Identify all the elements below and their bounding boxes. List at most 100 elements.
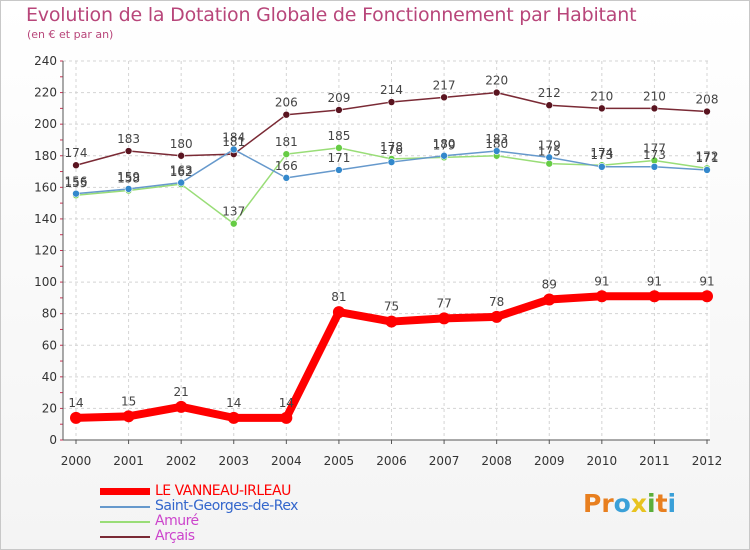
data-label-arcais: 220 — [485, 74, 508, 88]
y-tick-label: 0 — [49, 433, 57, 447]
data-point-saint-georges-de-rex — [229, 145, 238, 154]
data-point-arcais — [387, 98, 396, 106]
data-point-saint-georges-de-rex — [282, 174, 291, 182]
data-point-le-vanneau-irleau — [490, 310, 503, 323]
y-tick-label: 60 — [42, 338, 57, 352]
data-label-amure: 172 — [696, 149, 719, 163]
data-label-amure: 137 — [222, 205, 245, 219]
legend-swatch — [100, 506, 150, 508]
data-point-le-vanneau-irleau — [701, 290, 713, 303]
legend-label: LE VANNEAU-IRLEAU — [155, 483, 291, 499]
y-tick-label: 120 — [34, 244, 57, 258]
legend-swatch — [100, 488, 150, 495]
data-point-arcais — [124, 147, 133, 155]
data-label-saint-georges-de-rex: 166 — [275, 159, 298, 173]
data-point-saint-georges-de-rex — [440, 151, 448, 160]
y-tick-label: 240 — [34, 54, 57, 68]
x-tick-label: 2001 — [113, 454, 144, 468]
x-tick-label: 2002 — [166, 454, 197, 468]
logo-letter: i — [667, 489, 677, 518]
data-point-amure — [335, 144, 343, 152]
data-label-le-vanneau-irleau: 14 — [68, 396, 83, 410]
data-point-amure — [545, 159, 554, 168]
data-point-arcais — [545, 101, 554, 110]
data-label-saint-georges-de-rex: 163 — [170, 164, 193, 178]
data-point-le-vanneau-irleau — [280, 411, 293, 424]
x-tick-label: 2009 — [534, 454, 565, 468]
data-label-arcais: 214 — [380, 83, 403, 97]
y-tick-label: 220 — [34, 86, 57, 100]
data-label-le-vanneau-irleau: 14 — [226, 396, 241, 410]
data-point-saint-georges-de-rex — [545, 153, 554, 162]
data-label-le-vanneau-irleau: 77 — [436, 296, 451, 310]
data-point-saint-georges-de-rex — [72, 189, 80, 198]
y-tick-label: 80 — [42, 307, 57, 321]
x-tick-label: 2004 — [271, 454, 302, 468]
data-label-arcais: 209 — [327, 91, 350, 105]
y-tick-label: 160 — [34, 180, 57, 194]
data-label-saint-georges-de-rex: 184 — [222, 130, 245, 144]
data-point-arcais — [282, 110, 291, 119]
legend-item-saint-georges-de-rex: Saint-Georges-de-Rex — [100, 499, 298, 514]
y-tick-label: 20 — [42, 401, 57, 415]
data-point-arcais — [177, 151, 185, 160]
x-tick-label: 2005 — [324, 454, 355, 468]
data-label-le-vanneau-irleau: 75 — [384, 300, 399, 314]
data-label-saint-georges-de-rex: 156 — [65, 175, 88, 189]
data-point-le-vanneau-irleau — [227, 411, 240, 424]
data-point-le-vanneau-irleau — [385, 315, 398, 328]
data-point-saint-georges-de-rex — [335, 166, 343, 174]
x-tick-label: 2003 — [218, 454, 249, 468]
data-point-le-vanneau-irleau — [175, 400, 188, 413]
x-tick-label: 2008 — [481, 454, 512, 468]
data-label-arcais: 208 — [696, 93, 719, 107]
data-label-saint-georges-de-rex: 173 — [590, 148, 613, 162]
data-label-saint-georges-de-rex: 171 — [696, 151, 719, 165]
data-point-arcais — [72, 161, 80, 170]
x-tick-label: 2000 — [61, 454, 92, 468]
data-point-saint-georges-de-rex — [387, 158, 396, 166]
data-label-amure: 181 — [275, 135, 298, 149]
data-label-le-vanneau-irleau: 21 — [174, 385, 189, 399]
proxiti-logo: Proxiti — [583, 489, 676, 518]
data-label-arcais: 206 — [275, 96, 298, 110]
data-label-le-vanneau-irleau: 89 — [542, 277, 557, 291]
data-label-le-vanneau-irleau: 91 — [594, 274, 609, 288]
data-point-le-vanneau-irleau — [70, 411, 82, 424]
data-point-arcais — [492, 88, 501, 97]
data-point-arcais — [650, 104, 659, 113]
plot-area — [63, 61, 710, 440]
data-point-arcais — [335, 106, 343, 114]
y-tick-label: 100 — [34, 275, 57, 289]
logo-letter: P — [583, 489, 602, 518]
data-point-saint-georges-de-rex — [492, 147, 501, 155]
data-label-le-vanneau-irleau: 78 — [489, 295, 504, 309]
data-label-amure: 180 — [485, 137, 508, 151]
legend-swatch — [100, 536, 150, 538]
data-label-arcais: 180 — [170, 137, 193, 151]
x-tick-label: 2011 — [639, 454, 670, 468]
legend-swatch — [100, 521, 150, 523]
data-label-arcais: 212 — [538, 86, 561, 100]
y-tick-label: 180 — [34, 149, 57, 163]
data-point-amure — [282, 150, 291, 158]
legend-item-arcais: Arçais — [100, 529, 298, 544]
data-label-le-vanneau-irleau: 81 — [331, 290, 346, 304]
logo-letter: i — [647, 489, 656, 518]
logo-letter: x — [630, 489, 647, 518]
data-label-arcais: 181 — [222, 135, 245, 149]
data-label-amure: 162 — [170, 165, 193, 179]
data-point-le-vanneau-irleau — [332, 306, 345, 319]
x-tick-label: 2012 — [692, 454, 723, 468]
data-point-le-vanneau-irleau — [595, 290, 608, 303]
y-tick-label: 140 — [34, 212, 57, 226]
data-point-le-vanneau-irleau — [122, 410, 135, 423]
logo-letter: o — [613, 489, 631, 518]
data-label-le-vanneau-irleau: 91 — [699, 274, 714, 288]
logo-letter: r — [601, 489, 614, 518]
chart-subtitle: (en € et par an) — [27, 28, 114, 41]
data-point-saint-georges-de-rex — [177, 178, 185, 187]
data-label-saint-georges-de-rex: 179 — [538, 138, 561, 152]
data-label-amure: 178 — [380, 140, 403, 154]
